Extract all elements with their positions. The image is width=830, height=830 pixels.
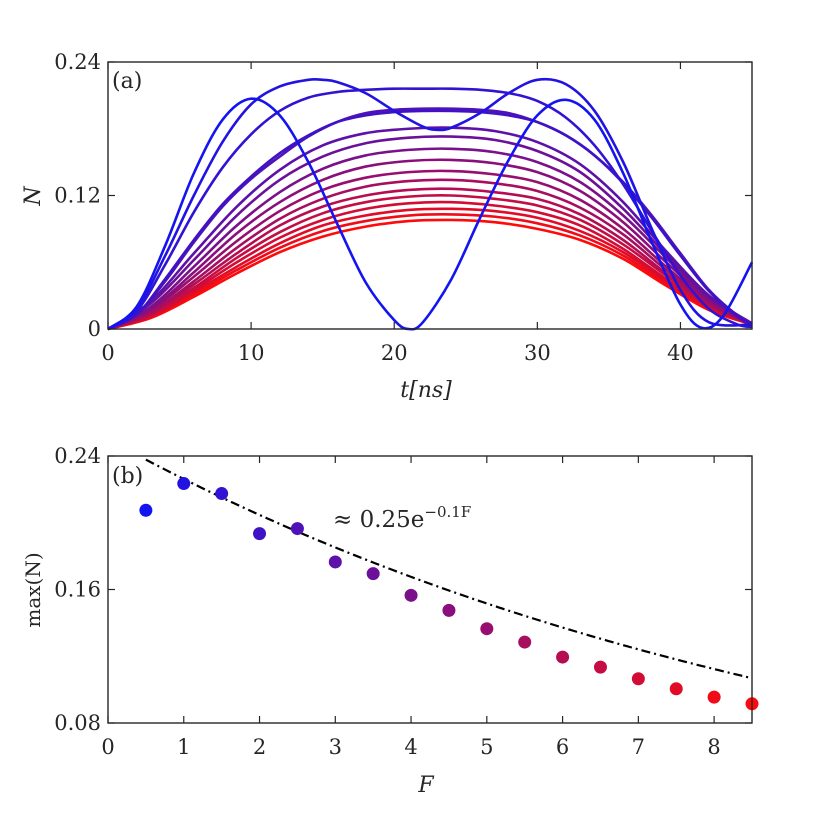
series-line-11 bbox=[107, 187, 753, 331]
panel-a-xtick-label: 0 bbox=[101, 341, 114, 365]
panel-b-ticks: 0 1 2 3 4 5 6 7 8 0.08 0.16 0.24 bbox=[54, 444, 752, 759]
panel-b-fit-line bbox=[145, 458, 753, 680]
scatter-point-8 bbox=[442, 603, 456, 617]
panel-b-fit-annotation: ≈ 0.25e−0.1F bbox=[333, 503, 471, 533]
panel-a-ytick-label: 0 bbox=[88, 317, 101, 341]
panel-b-xtick-label: 5 bbox=[480, 735, 493, 759]
panel-a-label: (a) bbox=[112, 69, 142, 94]
scatter-point-12 bbox=[593, 660, 607, 674]
panel-b-xtick-label: 8 bbox=[707, 735, 720, 759]
scatter-point-10 bbox=[518, 635, 532, 649]
series-line-9 bbox=[107, 169, 753, 331]
series-line-12 bbox=[107, 194, 753, 331]
panel-b-fit-exponent: −0.1F bbox=[424, 503, 471, 521]
scatter-point-11 bbox=[556, 650, 570, 664]
panel-a-ylabel: N bbox=[21, 186, 46, 207]
panel-b-label: (b) bbox=[112, 464, 143, 489]
panel-b-frame bbox=[107, 455, 753, 724]
panel-a-xtick-label: 30 bbox=[524, 341, 551, 365]
panel-a-xtick-label: 10 bbox=[238, 341, 265, 365]
series-line-10 bbox=[107, 178, 753, 331]
scatter-point-1 bbox=[177, 477, 191, 491]
panel-b-xtick-label: 0 bbox=[101, 735, 114, 759]
panel-b-xtick-label: 4 bbox=[404, 735, 417, 759]
series-line-16 bbox=[107, 218, 753, 331]
panel-b-ylabel: max(N) bbox=[21, 552, 45, 627]
series-line-8 bbox=[107, 158, 753, 331]
series-line-3 bbox=[107, 109, 753, 331]
panel-a-time-evolution: 0 10 20 30 40 0 0.12 0.24 (a) t[ns] N bbox=[21, 50, 754, 403]
scatter-point-9 bbox=[480, 622, 494, 636]
panel-b-xtick-label: 2 bbox=[253, 735, 266, 759]
panel-b-xtick-label: 3 bbox=[329, 735, 342, 759]
panel-a-xlabel: t[ns] bbox=[400, 378, 452, 403]
panel-b-ytick-label: 0.16 bbox=[54, 578, 101, 602]
panel-b-xtick-label: 7 bbox=[632, 735, 645, 759]
scatter-point-13 bbox=[631, 672, 645, 686]
series-line-6 bbox=[107, 135, 753, 331]
series-line-13 bbox=[107, 200, 753, 331]
panel-a-ytick-label: 0.12 bbox=[54, 184, 101, 208]
panel-b-ytick-label: 0.24 bbox=[54, 444, 101, 468]
series-line-4 bbox=[107, 107, 753, 331]
panel-b-xtick-label: 1 bbox=[177, 735, 190, 759]
scatter-point-0 bbox=[139, 503, 153, 517]
series-line-15 bbox=[107, 213, 753, 331]
scatter-point-7 bbox=[404, 588, 418, 602]
panel-b-ytick-label: 0.08 bbox=[54, 711, 101, 735]
scatter-point-2 bbox=[215, 487, 229, 501]
series-line-1 bbox=[107, 77, 753, 331]
scatter-point-15 bbox=[707, 690, 721, 704]
scatter-point-5 bbox=[328, 555, 342, 569]
series-line-14 bbox=[107, 207, 753, 331]
series-line-0 bbox=[107, 97, 754, 331]
panel-b-maximum-vs-f: 0 1 2 3 4 5 6 7 8 0.08 0.16 0.24 (b) ≈ 0.25e−0.1F F… bbox=[21, 444, 759, 798]
panel-b-xtick-label: 6 bbox=[556, 735, 569, 759]
panel-b-xlabel: F bbox=[417, 773, 434, 798]
panel-a-ticks: 0 10 20 30 40 0 0.12 0.24 bbox=[54, 50, 752, 365]
panel-b-fit-label: ≈ 0.25e bbox=[333, 507, 424, 533]
scatter-point-14 bbox=[669, 682, 683, 696]
scatter-point-3 bbox=[253, 527, 267, 541]
panel-a-ytick-label: 0.24 bbox=[54, 50, 101, 74]
panel-a-xtick-label: 20 bbox=[381, 341, 408, 365]
panel-a-curves bbox=[107, 77, 754, 331]
series-line-7 bbox=[107, 147, 753, 331]
scatter-point-6 bbox=[366, 567, 380, 581]
panel-a-xtick-label: 40 bbox=[667, 341, 694, 365]
scatter-point-4 bbox=[290, 522, 304, 536]
